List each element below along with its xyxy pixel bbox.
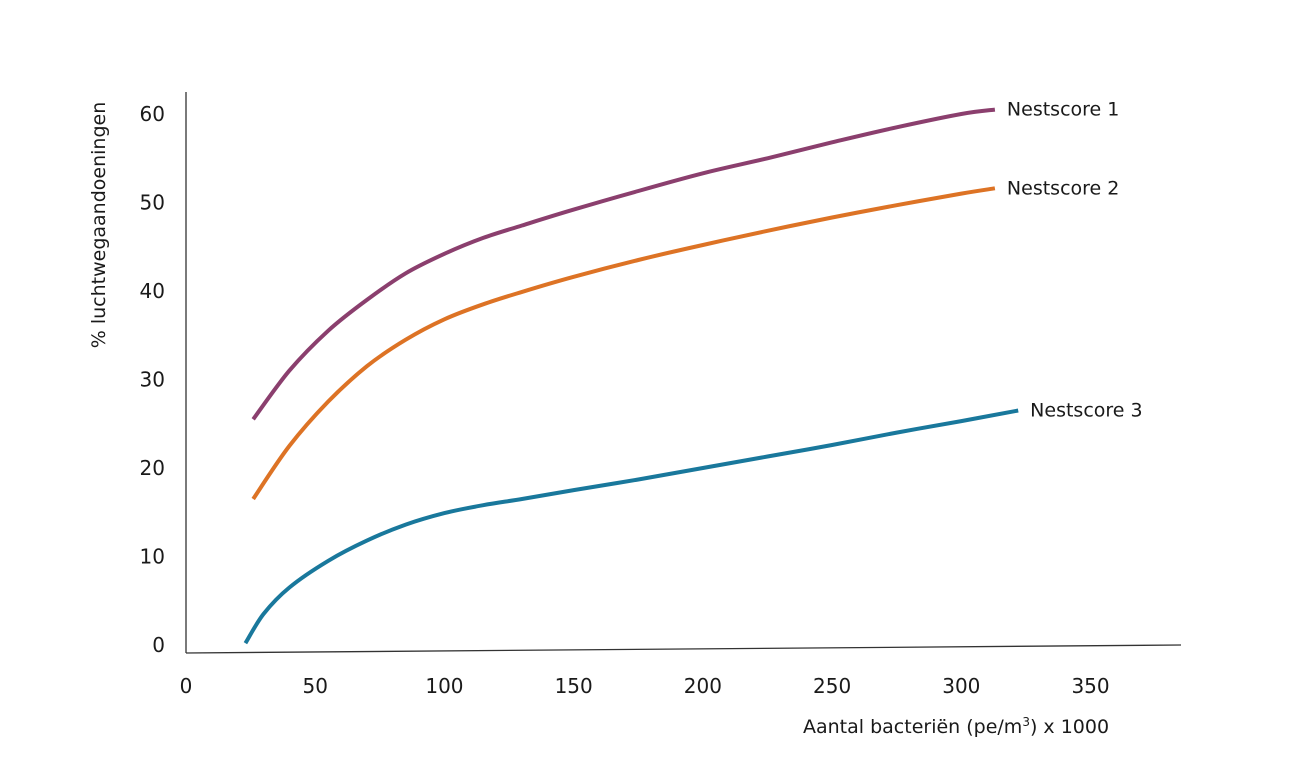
x-tick-label: 0 (180, 674, 193, 698)
x-tick-labels: 0 50 100 150 200 250 300 350 (180, 674, 1110, 698)
series-label-3: Nestscore 3 (1030, 399, 1142, 421)
y-tick-label: 20 (140, 456, 165, 480)
x-axis-label: Aantal bacteriën (pe/m3) x 1000 (803, 715, 1109, 738)
y-tick-label: 10 (140, 545, 165, 569)
series-line-1 (251, 107, 996, 421)
series-line-2 (251, 186, 996, 501)
y-tick-label: 60 (140, 102, 165, 126)
x-tick-label: 100 (425, 674, 463, 698)
x-axis-label-main: Aantal bacteriën (pe/m (803, 716, 1022, 738)
series-labels: Nestscore 1 Nestscore 2 Nestscore 3 (1007, 99, 1143, 422)
y-tick-label: 40 (140, 279, 165, 303)
x-tick-label: 150 (555, 674, 593, 698)
x-tick-label: 200 (684, 674, 722, 698)
series-lines (243, 107, 1019, 645)
x-axis-label-suffix: ) x 1000 (1030, 716, 1109, 738)
y-tick-labels: 0 10 20 30 40 50 60 (140, 102, 165, 657)
y-tick-label: 0 (152, 633, 165, 657)
x-axis-label-superscript: 3 (1022, 715, 1030, 729)
x-axis-line (185, 644, 1182, 654)
y-tick-label: 50 (140, 191, 165, 215)
y-axis-label: % luchtwegaandoeningen (88, 102, 110, 349)
x-tick-label: 300 (942, 674, 980, 698)
series-label-1: Nestscore 1 (1007, 99, 1119, 121)
series-label-2: Nestscore 2 (1007, 177, 1119, 199)
x-tick-label: 50 (302, 674, 327, 698)
x-tick-label: 350 (1071, 674, 1109, 698)
series-line-3 (243, 408, 1019, 645)
axes (185, 92, 1182, 654)
y-tick-label: 30 (140, 368, 165, 392)
x-tick-label: 250 (813, 674, 851, 698)
